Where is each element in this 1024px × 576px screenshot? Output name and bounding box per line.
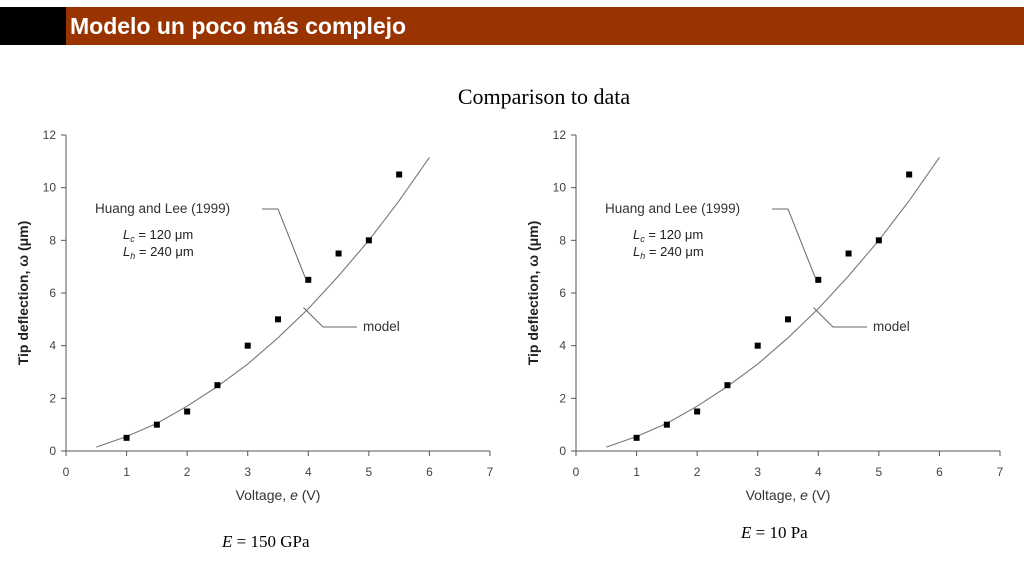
x-tick-label: 5 [876,465,883,479]
y-tick-label: 2 [559,391,566,405]
param-lc: Lc = 120 μm [633,227,703,244]
data-point [875,237,882,244]
y-tick-label: 10 [553,181,567,195]
model-line [606,157,940,448]
caption-left-symbol: E [222,532,233,551]
param-lh-subscript: h [640,251,645,261]
header-bar [66,7,1024,45]
param-lc-subscript: c [130,234,135,244]
data-point [694,408,701,415]
data-point [305,276,312,283]
x-tick-label: 2 [184,465,191,479]
x-axis-label-symbol: e [290,487,298,503]
y-tick-label: 8 [49,233,56,247]
legend-leader-model [813,307,867,328]
x-tick-label: 3 [244,465,251,479]
param-lc: Lc = 120 μm [123,227,193,244]
y-tick-label: 0 [49,444,56,458]
y-tick-label: 6 [49,286,56,300]
legend-label-data: Huang and Lee (1999) [605,201,740,216]
x-tick-label: 7 [487,465,494,479]
data-point [845,250,852,257]
legend-leader-data [772,208,816,279]
data-point [123,434,130,441]
y-axis-label: Tip deflection, ω (μm) [15,221,31,366]
x-tick-label: 1 [633,465,640,479]
x-tick-label: 6 [936,465,943,479]
data-point [663,421,670,428]
data-point [754,342,761,349]
data-point [335,250,342,257]
x-tick-label: 2 [694,465,701,479]
data-point [244,342,251,349]
x-tick-label: 4 [305,465,312,479]
data-point [785,316,791,323]
y-tick-label: 12 [553,128,567,142]
param-lc-value: = 120 μm [135,227,193,242]
model-line [96,157,430,448]
x-axis-label-unit: (V) [298,487,321,503]
data-point [365,237,372,244]
caption-right-symbol: E [741,523,752,542]
x-tick-label: 1 [123,465,130,479]
y-axis-label: Tip deflection, ω (μm) [525,221,541,366]
data-point [153,421,160,428]
x-tick-label: 0 [63,465,70,479]
param-lh-subscript: h [130,251,135,261]
caption-left-text: = 150 GPa [232,532,310,551]
x-tick-label: 7 [997,465,1004,479]
y-tick-label: 8 [559,233,566,247]
param-lh-value: = 240 μm [135,244,193,259]
data-point [815,276,822,283]
x-tick-label: 5 [366,465,373,479]
data-point [214,382,221,389]
y-tick-label: 0 [559,444,566,458]
legend-label-data: Huang and Lee (1999) [95,201,230,216]
x-axis-label-unit: (V) [808,487,831,503]
param-lh-value: = 240 μm [645,244,703,259]
x-axis-label-text: Voltage, [236,487,291,503]
param-lh: Lh = 240 μm [633,244,704,261]
x-axis-label: Voltage, e (V) [746,487,831,503]
param-lh: Lh = 240 μm [123,244,194,261]
y-tick-label: 4 [49,339,56,353]
y-tick-label: 2 [49,391,56,405]
data-point [396,171,403,178]
caption-right: E = 10 Pa [741,523,808,543]
x-axis-label: Voltage, e (V) [236,487,321,503]
header-accent-block [0,7,66,45]
x-tick-label: 0 [573,465,580,479]
slide-header [0,7,1024,45]
param-lc-subscript: c [640,234,645,244]
caption-left: E = 150 GPa [222,532,310,552]
data-point [906,171,913,178]
y-tick-label: 12 [43,128,57,142]
param-lc-symbol: L [633,227,640,242]
caption-right-text: = 10 Pa [751,523,808,542]
legend-leader-model [303,307,357,328]
x-axis-label-text: Voltage, [746,487,801,503]
slide-title: Modelo un poco más complejo [70,13,407,39]
slide-subtitle: Comparison to data [457,84,631,109]
data-point [724,382,731,389]
x-axis-label-symbol: e [800,487,808,503]
y-tick-label: 10 [43,181,57,195]
param-lh-symbol: L [123,244,130,259]
legend-label-model: model [363,319,400,334]
x-tick-label: 4 [815,465,822,479]
legend-leader-data [262,208,306,279]
param-lc-symbol: L [123,227,130,242]
x-tick-label: 6 [426,465,433,479]
param-lc-value: = 120 μm [645,227,703,242]
data-point [633,434,640,441]
y-tick-label: 6 [559,286,566,300]
data-point [275,316,281,323]
y-tick-label: 4 [559,339,566,353]
param-lh-symbol: L [633,244,640,259]
legend-label-model: model [873,319,910,334]
data-point [184,408,191,415]
x-tick-label: 3 [754,465,761,479]
